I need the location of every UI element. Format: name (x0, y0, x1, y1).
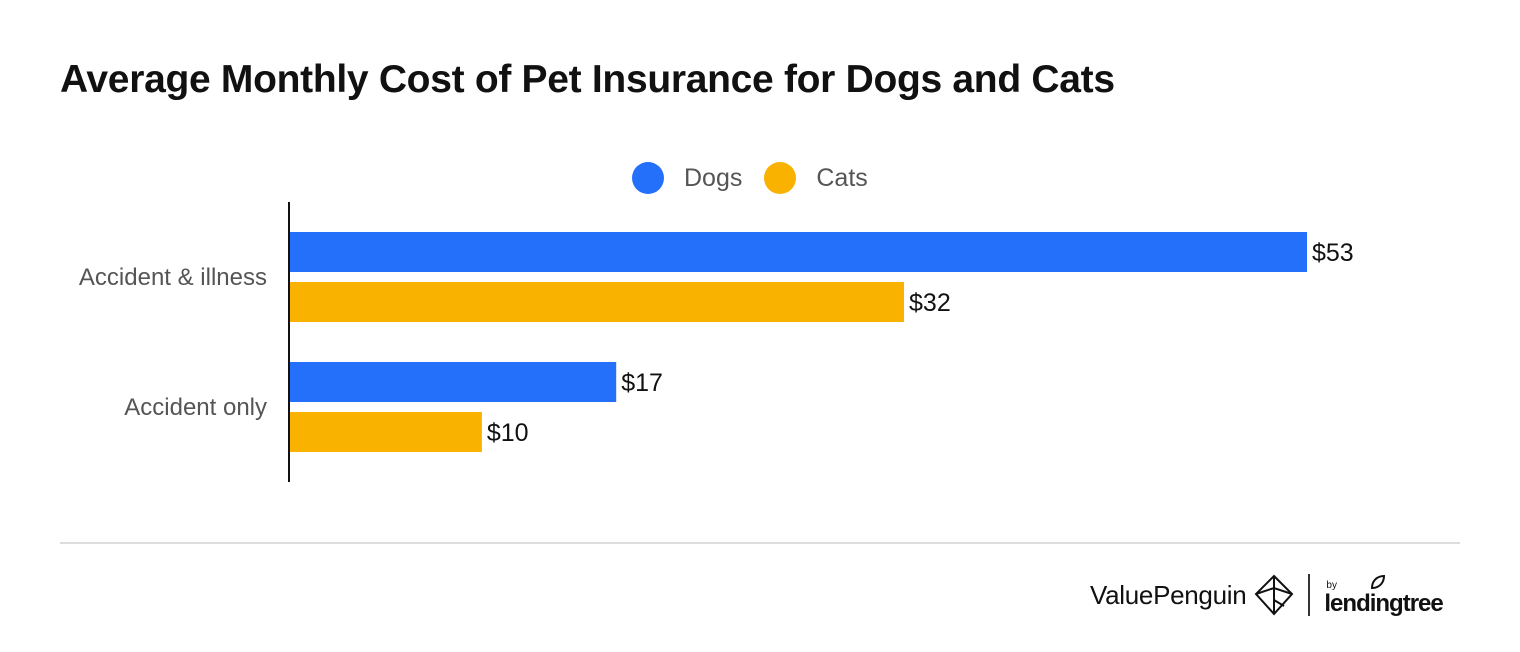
lendingtree-wordmark: lendingtree (1324, 590, 1443, 617)
bar-chart: Accident & illness $53 $32 Accident only $17… (79, 202, 1354, 482)
bar-dogs (290, 232, 1307, 272)
data-label-cats: $32 (909, 289, 951, 317)
lendingtree-leaf-icon (1371, 574, 1386, 590)
lendingtree-logo: by lendingtree (1324, 572, 1450, 618)
data-label-dogs: $53 (1312, 239, 1354, 267)
brand-separator (1308, 574, 1311, 616)
legend-dot-cats (764, 162, 797, 194)
legend-item-cats: Cats (764, 162, 868, 194)
category-label: Accident & illness (79, 264, 267, 291)
brand-footer: ValuePenguin by lendingtree (1090, 572, 1450, 618)
data-label-cats: $10 (487, 419, 529, 447)
brand-by-text: by (1326, 580, 1337, 591)
valuepenguin-logo-icon (1255, 574, 1294, 616)
category-label: Accident only (124, 394, 267, 421)
bar-cats (290, 282, 905, 322)
footer-divider (60, 542, 1460, 544)
chart-title: Average Monthly Cost of Pet Insurance fo… (60, 58, 1115, 101)
legend-label-dogs: Dogs (684, 163, 743, 192)
legend-label-cats: Cats (816, 163, 868, 192)
legend: Dogs Cats (632, 162, 890, 194)
legend-dot-dogs (632, 162, 664, 194)
legend-item-dogs: Dogs (632, 162, 742, 194)
data-label-dogs: $17 (621, 369, 663, 397)
valuepenguin-wordmark: ValuePenguin (1090, 579, 1247, 610)
bar-dogs (290, 362, 617, 402)
bar-cats (290, 412, 482, 452)
